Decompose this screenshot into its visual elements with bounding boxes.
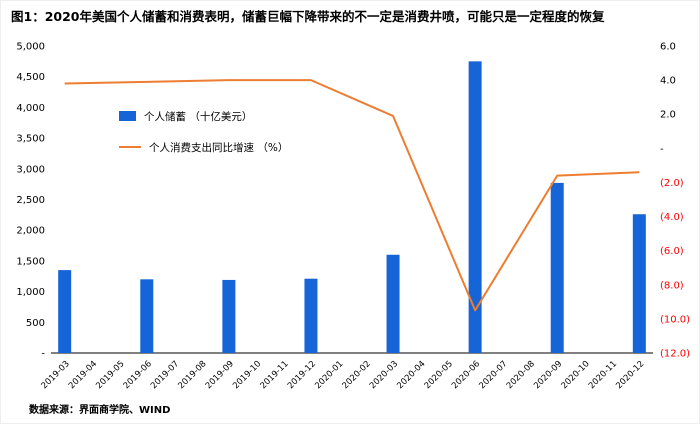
savings-bar (222, 279, 236, 353)
x-axis-tick: 2019-10 (231, 359, 263, 391)
figure-title: 图1：2020年美国个人储蓄和消费表明，储蓄巨幅下降带来的不一定是消费井喷，可能… (11, 9, 605, 24)
chart-legend: 个人储蓄 （十亿美元） 个人消费支出同比增速 （%） (119, 107, 288, 169)
savings-bar (58, 270, 72, 353)
left-axis-tick: 5,000 (16, 42, 45, 53)
left-axis-tick: 1,000 (16, 287, 45, 298)
x-axis-tick: 2020-04 (395, 359, 427, 391)
x-axis-tick: 2019-04 (67, 359, 99, 391)
x-axis-tick: 2020-07 (477, 359, 509, 391)
savings-bar (632, 214, 646, 353)
x-axis-tick: 2019-09 (204, 359, 236, 391)
x-axis-tick: 2020-09 (532, 359, 564, 391)
x-axis-tick: 2019-03 (40, 359, 72, 391)
right-axis-tick: (4.0) (660, 212, 684, 223)
consumption-growth-line (64, 79, 640, 312)
left-axis-tick: 3,000 (16, 164, 45, 175)
legend-item-savings: 个人储蓄 （十亿美元） (119, 107, 288, 125)
left-axis-tick: 4,000 (16, 103, 45, 114)
x-axis-tick: 2020-01 (313, 359, 345, 391)
left-axis-tick: 2,500 (16, 195, 45, 206)
x-axis-tick: 2019-07 (149, 359, 181, 391)
savings-bar (468, 61, 482, 353)
left-axis-tick: 1,500 (16, 256, 45, 267)
legend-item-consumption: 个人消费支出同比增速 （%） (119, 138, 288, 156)
right-axis-tick: - (660, 144, 664, 155)
x-axis-tick: 2019-11 (259, 359, 291, 391)
left-axis-tick: 2,000 (16, 226, 45, 237)
x-axis-tick: 2020-12 (614, 359, 646, 391)
x-axis-tick: 2019-06 (122, 359, 154, 391)
x-axis-tick: 2019-05 (94, 359, 126, 391)
right-axis-tick: 2.0 (660, 110, 676, 121)
x-axis-tick: 2020-11 (587, 359, 619, 391)
right-axis-tick: 4.0 (660, 76, 676, 87)
x-axis-tick: 2020-10 (560, 359, 592, 391)
savings-bar (386, 254, 400, 353)
savings-bar (140, 279, 154, 353)
x-axis-tick: 2020-06 (450, 359, 482, 391)
right-axis-tick: (12.0) (660, 349, 690, 360)
right-axis-tick: (8.0) (660, 280, 684, 291)
left-axis-tick: - (41, 349, 45, 360)
right-axis-tick: (2.0) (660, 178, 684, 189)
x-axis-tick: 2020-03 (368, 359, 400, 391)
x-axis-tick: 2019-08 (176, 359, 208, 391)
right-axis-tick: 6.0 (660, 42, 676, 53)
legend-label-savings: 个人储蓄 （十亿美元） (144, 110, 253, 123)
x-axis-tick: 2020-05 (423, 359, 455, 391)
right-axis-tick: (10.0) (660, 314, 690, 325)
right-axis-tick: (6.0) (660, 246, 684, 257)
x-axis-tick: 2020-02 (341, 359, 373, 391)
data-source: 数据来源：界面商学院、WIND (29, 405, 171, 416)
consumption-legend-swatch-icon (119, 146, 141, 148)
legend-label-consumption: 个人消费支出同比增速 （%） (149, 141, 289, 154)
savings-legend-swatch-icon (119, 111, 136, 121)
savings-bar (304, 278, 318, 353)
left-axis-tick: 500 (26, 318, 45, 329)
left-axis-tick: 4,500 (16, 72, 45, 83)
x-axis-tick: 2020-08 (505, 359, 537, 391)
x-axis-tick: 2019-12 (286, 359, 318, 391)
savings-bar (550, 182, 564, 353)
left-axis-tick: 3,500 (16, 134, 45, 145)
